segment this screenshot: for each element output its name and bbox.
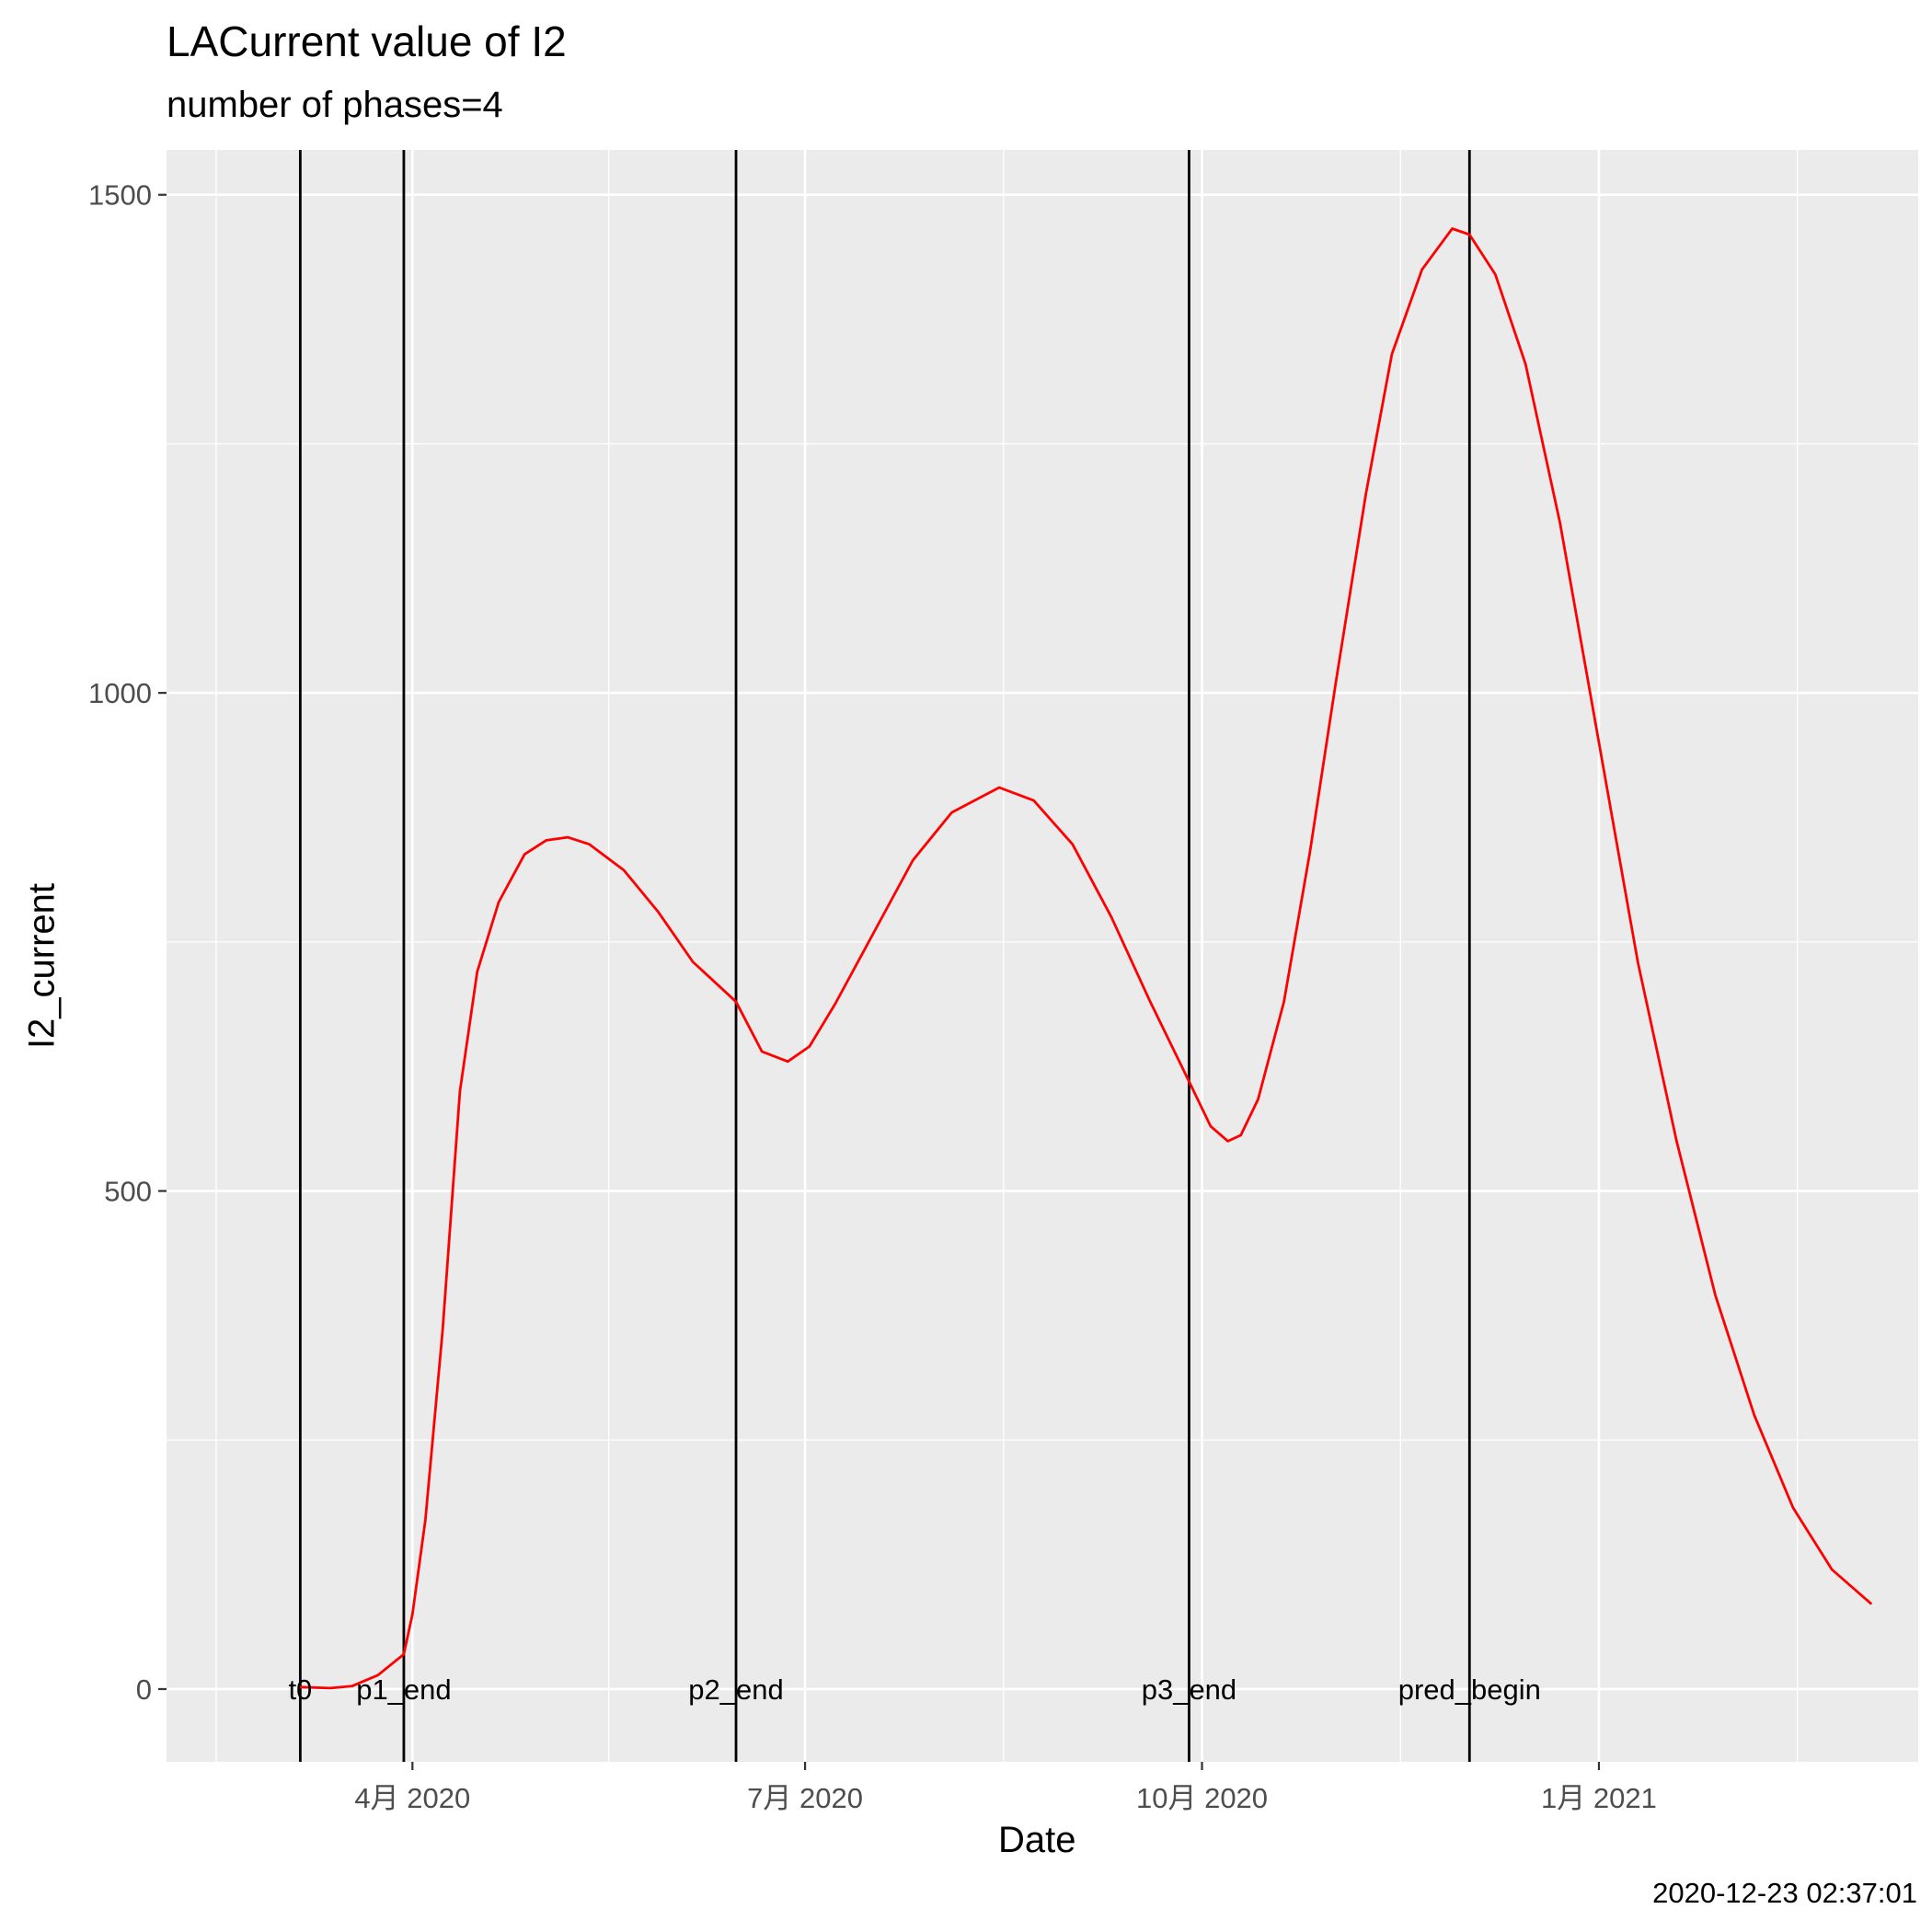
phase-label: t0 (288, 1673, 312, 1706)
phase-label: p2_end (688, 1673, 783, 1706)
series-layer (299, 227, 1872, 1690)
chart-subtitle: number of phases=4 (167, 85, 503, 125)
chart-caption: 2020-12-23 02:37:01 (1652, 1877, 1917, 1909)
series-line (299, 227, 1872, 1690)
x-tick-label: 1月 2021 (1541, 1782, 1657, 1814)
x-tick-label: 7月 2020 (747, 1782, 863, 1814)
major-gridlines (167, 150, 1918, 1762)
minor-gridlines (167, 150, 1918, 1762)
panel-background (167, 150, 1918, 1762)
chart-title: LACurrent value of I2 (167, 17, 567, 65)
x-tick-label: 10月 2020 (1136, 1782, 1268, 1814)
y-tick-label: 0 (136, 1673, 152, 1706)
y-tick-label: 500 (104, 1176, 152, 1208)
x-axis-label: Date (998, 1820, 1076, 1860)
phase-lines (298, 150, 1471, 1762)
phase-labels: t0 p1_end p2_end p3_end pred_begin (288, 1673, 1540, 1706)
phase-label: pred_begin (1398, 1673, 1541, 1706)
y-axis-label: I2_current (21, 882, 63, 1050)
phase-label: p3_end (1142, 1673, 1236, 1706)
y-tick-label: 1000 (88, 677, 152, 709)
y-axis: 0 500 1000 1500 (88, 179, 167, 1706)
x-axis: 4月 2020 7月 2020 10月 2020 1月 2021 (354, 1762, 1657, 1814)
phase-label: p1_end (356, 1673, 451, 1706)
x-tick-label: 4月 2020 (354, 1782, 470, 1814)
y-tick-label: 1500 (88, 179, 152, 212)
